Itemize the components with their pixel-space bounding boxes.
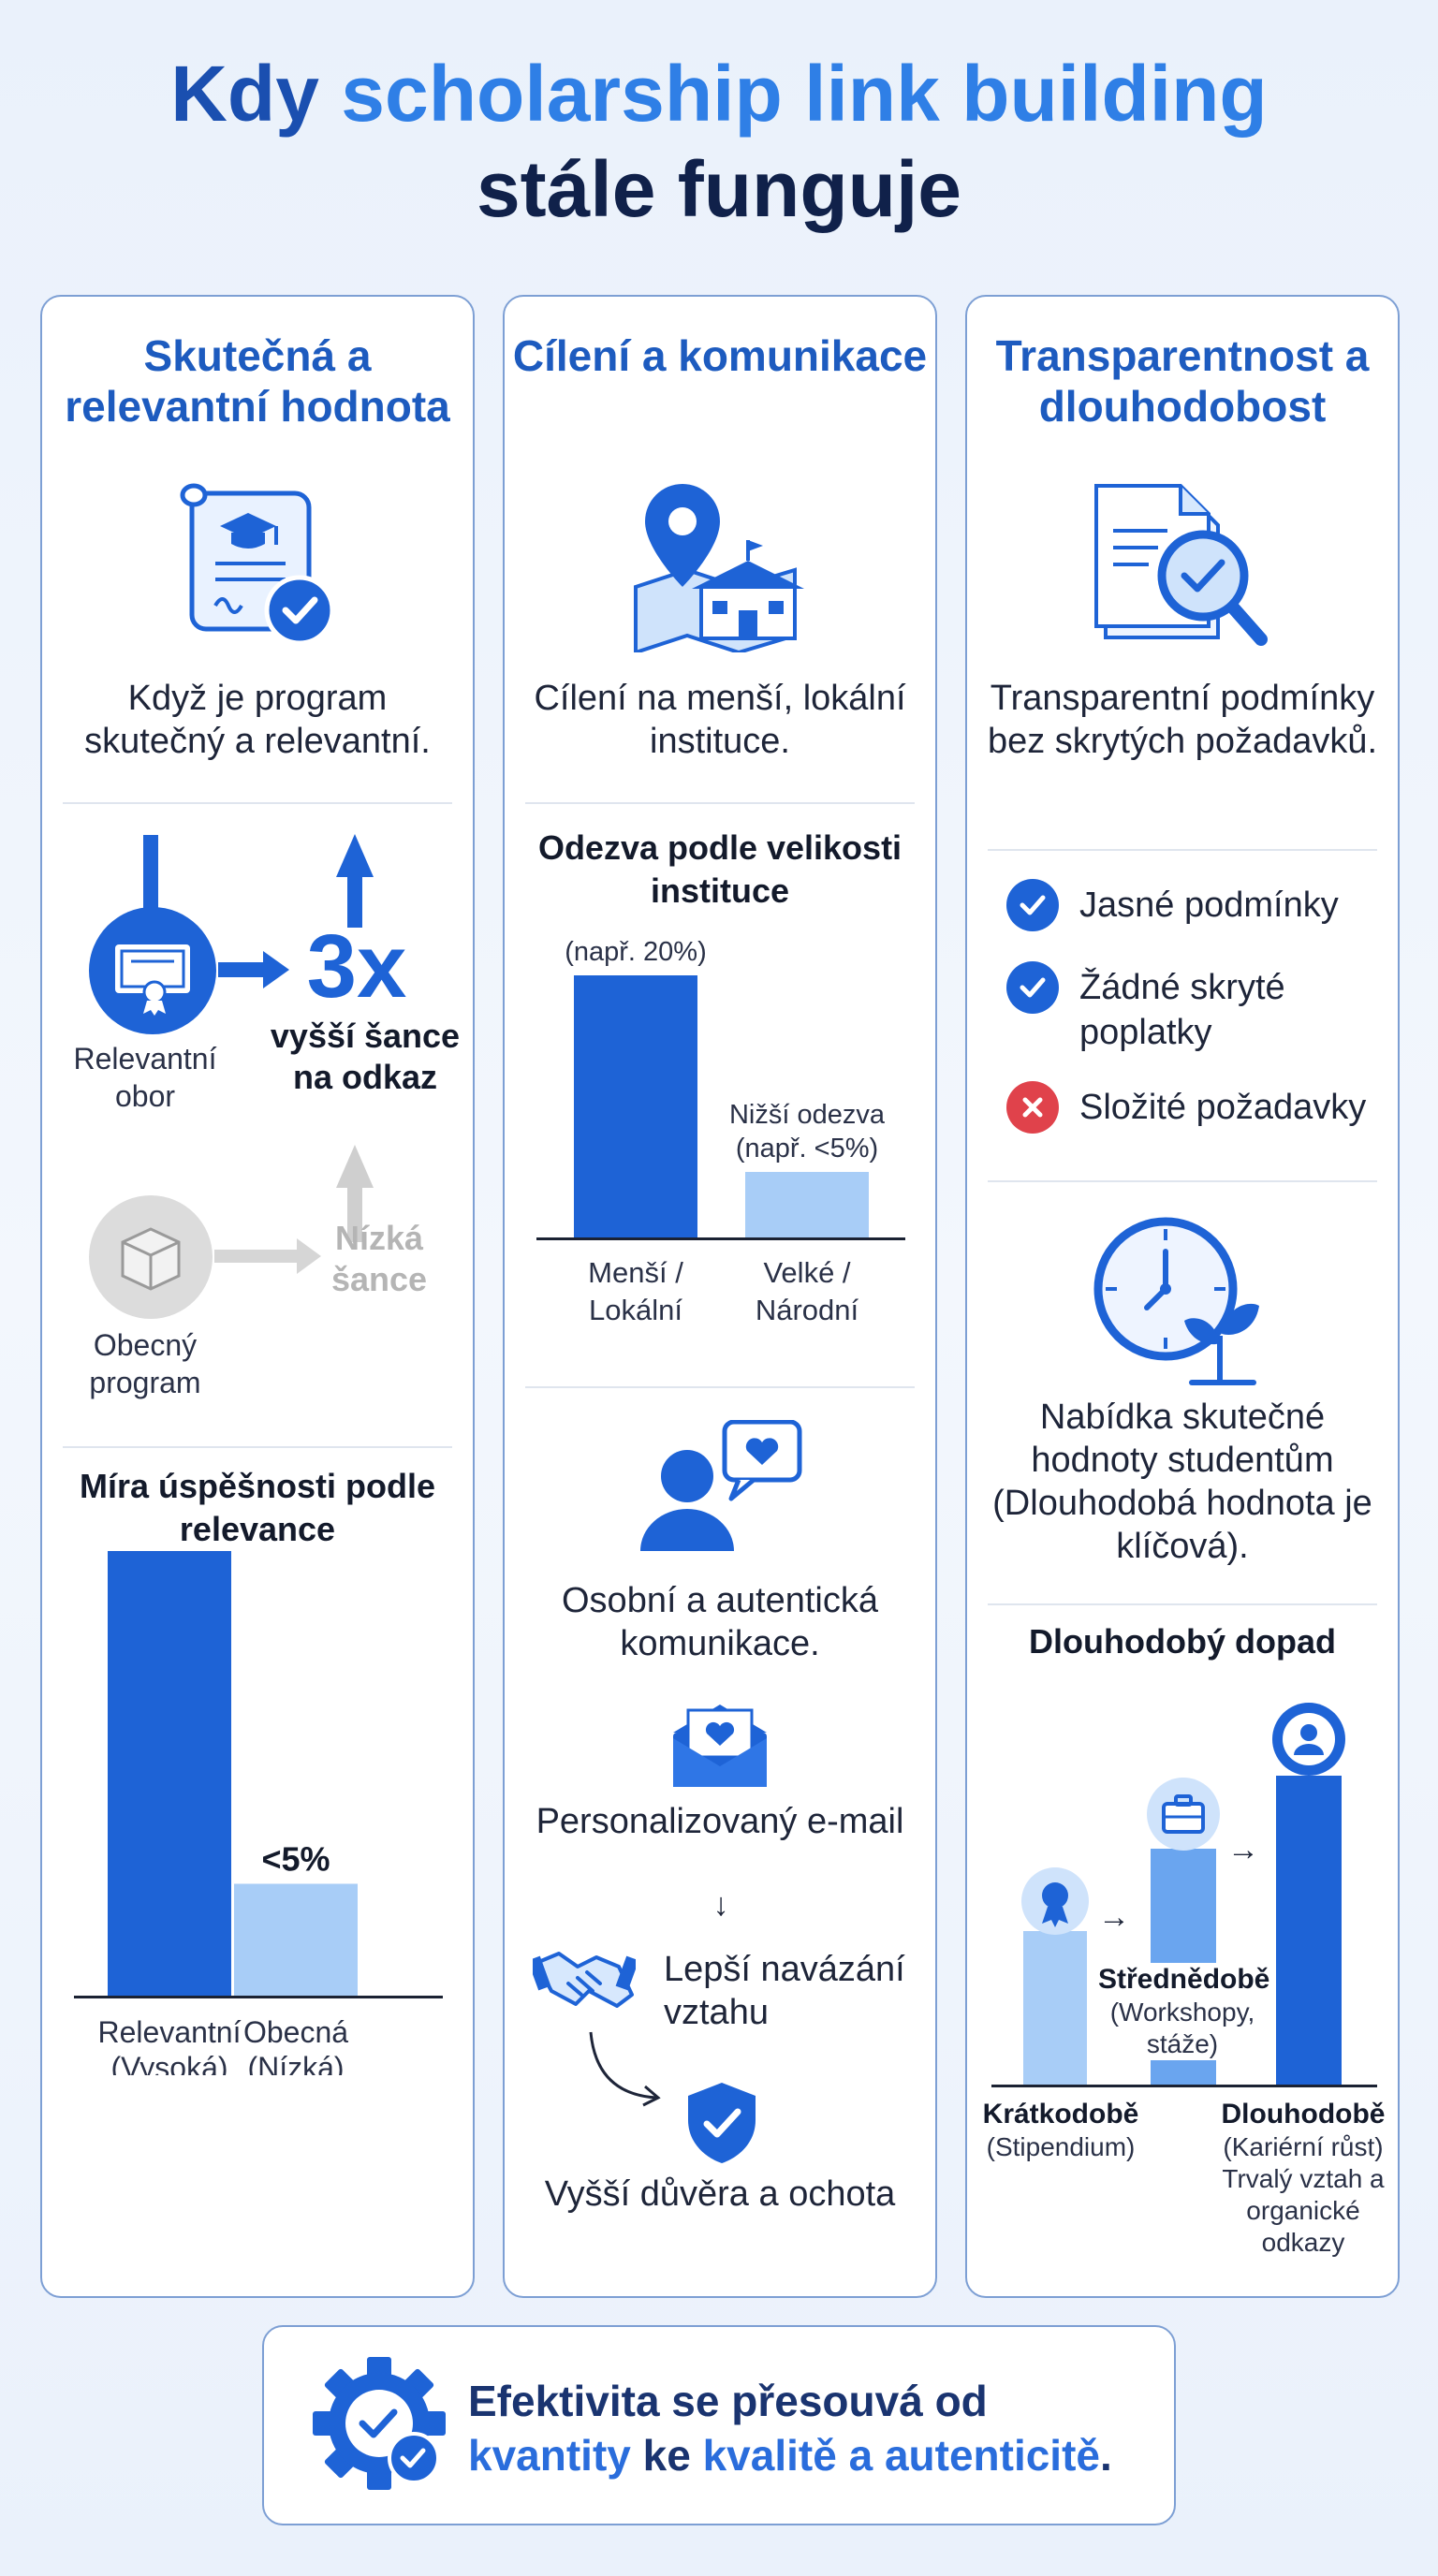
multiplier-text: vyšší šance na odkaz [270, 1017, 461, 1096]
user-icon [1272, 1703, 1345, 1776]
bar [108, 1551, 231, 1996]
grey-arrow-head-right [297, 1238, 321, 1274]
data-label: Nižší odezva (např. <5%) [729, 1100, 886, 1164]
trust-text: Vyšší důvěra a ochota [544, 2174, 896, 2214]
arrow-down-icon: ↓ [712, 1887, 729, 1923]
shield-check-icon [688, 2083, 756, 2163]
chart-heading: Míra úspěšnosti podle relevance [79, 1467, 436, 1548]
check-label: Jasné podmínky [1079, 886, 1339, 925]
page-title-line2: stále funguje [476, 145, 962, 233]
arrow-right-icon: → [1098, 1899, 1130, 1935]
impact-heading: Dlouhodobý dopad [1029, 1622, 1336, 1661]
data-label: <5% [261, 1840, 330, 1879]
envelope-heart-icon [673, 1705, 767, 1787]
arrow-up-shaft [347, 875, 362, 928]
clock-plant-icon [1093, 1217, 1259, 1385]
handshake-icon [533, 1952, 636, 2008]
check-label: Žádné skryté poplatky [1079, 968, 1285, 1052]
axis-line [74, 1996, 443, 1998]
divider [988, 1180, 1377, 1182]
tick-label: Obecná (Nízká) [243, 2015, 348, 2075]
impact-bar-short [1023, 1931, 1087, 2086]
low-chance-label: Nízká šance [330, 1219, 428, 1298]
long-label: Dlouhodobě (Kariérní růst) Trvalý vztah … [1221, 2099, 1386, 2257]
personal-communication-text: Osobní a autentická komunikace. [562, 1581, 878, 1663]
check-item: Žádné skryté poplatky [1006, 961, 1390, 1055]
grey-arrow-up-icon [336, 1145, 374, 1188]
map-pin-school-icon [634, 484, 804, 652]
medal-icon [1021, 1867, 1089, 1935]
check-label: Složité požadavky [1079, 1088, 1367, 1127]
briefcase-icon [1147, 1778, 1220, 1851]
impact-axis [991, 2085, 1377, 2087]
success-rate-chart: 15-25%Relevantní(Vysoká)<5%Obecná(Nízká) [74, 1551, 443, 2075]
tick-label: Relevantní (Vysoká) [98, 2015, 242, 2075]
divider [63, 802, 452, 804]
card-real-value: Skutečná a relevantní hodnota Když je pr… [40, 295, 475, 2298]
bar [574, 975, 697, 1237]
conclusion-text: Efektivita se přesouvá od kvantity ke kv… [468, 2377, 1112, 2480]
arrow-head-right [263, 951, 289, 988]
connector-line [143, 835, 158, 919]
check-circle-icon [1006, 879, 1059, 931]
gear-check-icon [313, 2357, 446, 2490]
card-description: Cílení na menší, lokální instituce. [534, 679, 906, 761]
generic-label: Obecný program [89, 1328, 201, 1399]
personalized-email-text: Personalizovaný e-mail [536, 1802, 904, 1841]
page-title: Kdy scholarship link building [170, 50, 1268, 138]
grey-arrow-right [214, 1250, 299, 1263]
short-label: Krátkodobě (Stipendium) [982, 2099, 1139, 2161]
data-label: Vyšší odezva(např. 20%) [555, 933, 716, 967]
relation-text: Lepší navázání vztahu [664, 1950, 905, 2032]
divider [988, 1603, 1377, 1605]
check-item: Jasné podmínky [1006, 879, 1390, 931]
divider [525, 1386, 915, 1388]
bar [234, 1883, 358, 1996]
card-heading: Transparentnost a dlouhodobost [995, 331, 1370, 431]
chart-heading: Odezva podle velikosti instituce [537, 828, 902, 910]
card-targeting: Cílení a komunikace Cílení na menší, lok… [503, 295, 937, 2298]
tick-label: Velké / Národní [756, 1256, 859, 1326]
card-transparency: Transparentnost a dlouhodobost Transpare… [965, 295, 1400, 2298]
person-chat-heart-icon [640, 1420, 802, 1551]
card-description: Když je program skutečný a relevantní. [84, 679, 431, 761]
grey-arrow-up-shaft [347, 1186, 362, 1242]
arrow-right-icon: → [1227, 1832, 1259, 1867]
divider [525, 802, 915, 804]
impact-bar-long [1276, 1776, 1342, 2086]
card-heading: Cílení a komunikace [512, 331, 928, 380]
divider [988, 849, 1377, 851]
axis-line [536, 1237, 905, 1240]
tick-label: Menší / Lokální [588, 1256, 683, 1326]
arrow-up-icon [336, 834, 374, 877]
diploma-icon [89, 907, 216, 1034]
curved-arrow-icon [589, 2031, 661, 2107]
box-icon [89, 1195, 213, 1319]
response-rate-chart: Vyšší odezva(např. 20%) Menší /Lokální Niž… [536, 933, 905, 1326]
scholarship-certificate-check-icon [180, 483, 335, 646]
check-item: Složité požadavky [1006, 1081, 1390, 1134]
value-text: Nabídka skutečné hodnoty studentům (Dlou… [992, 1398, 1372, 1566]
card-description: Transparentní podmínky bez skrytých poža… [987, 679, 1378, 761]
divider [63, 1446, 452, 1448]
document-magnifier-check-icon [1094, 484, 1268, 646]
bar [745, 1172, 869, 1237]
check-circle-icon [1006, 961, 1059, 1014]
x-circle-icon [1006, 1081, 1059, 1134]
mid-label: Střednědobě (Workshopy, stáže) [1098, 1963, 1270, 2060]
relevant-label: Relevantní obor [73, 1042, 217, 1113]
card-heading: Skutečná a relevantní hodnota [65, 331, 450, 431]
multiplier-value: 3x [306, 916, 407, 1017]
arrow-right [218, 962, 265, 977]
